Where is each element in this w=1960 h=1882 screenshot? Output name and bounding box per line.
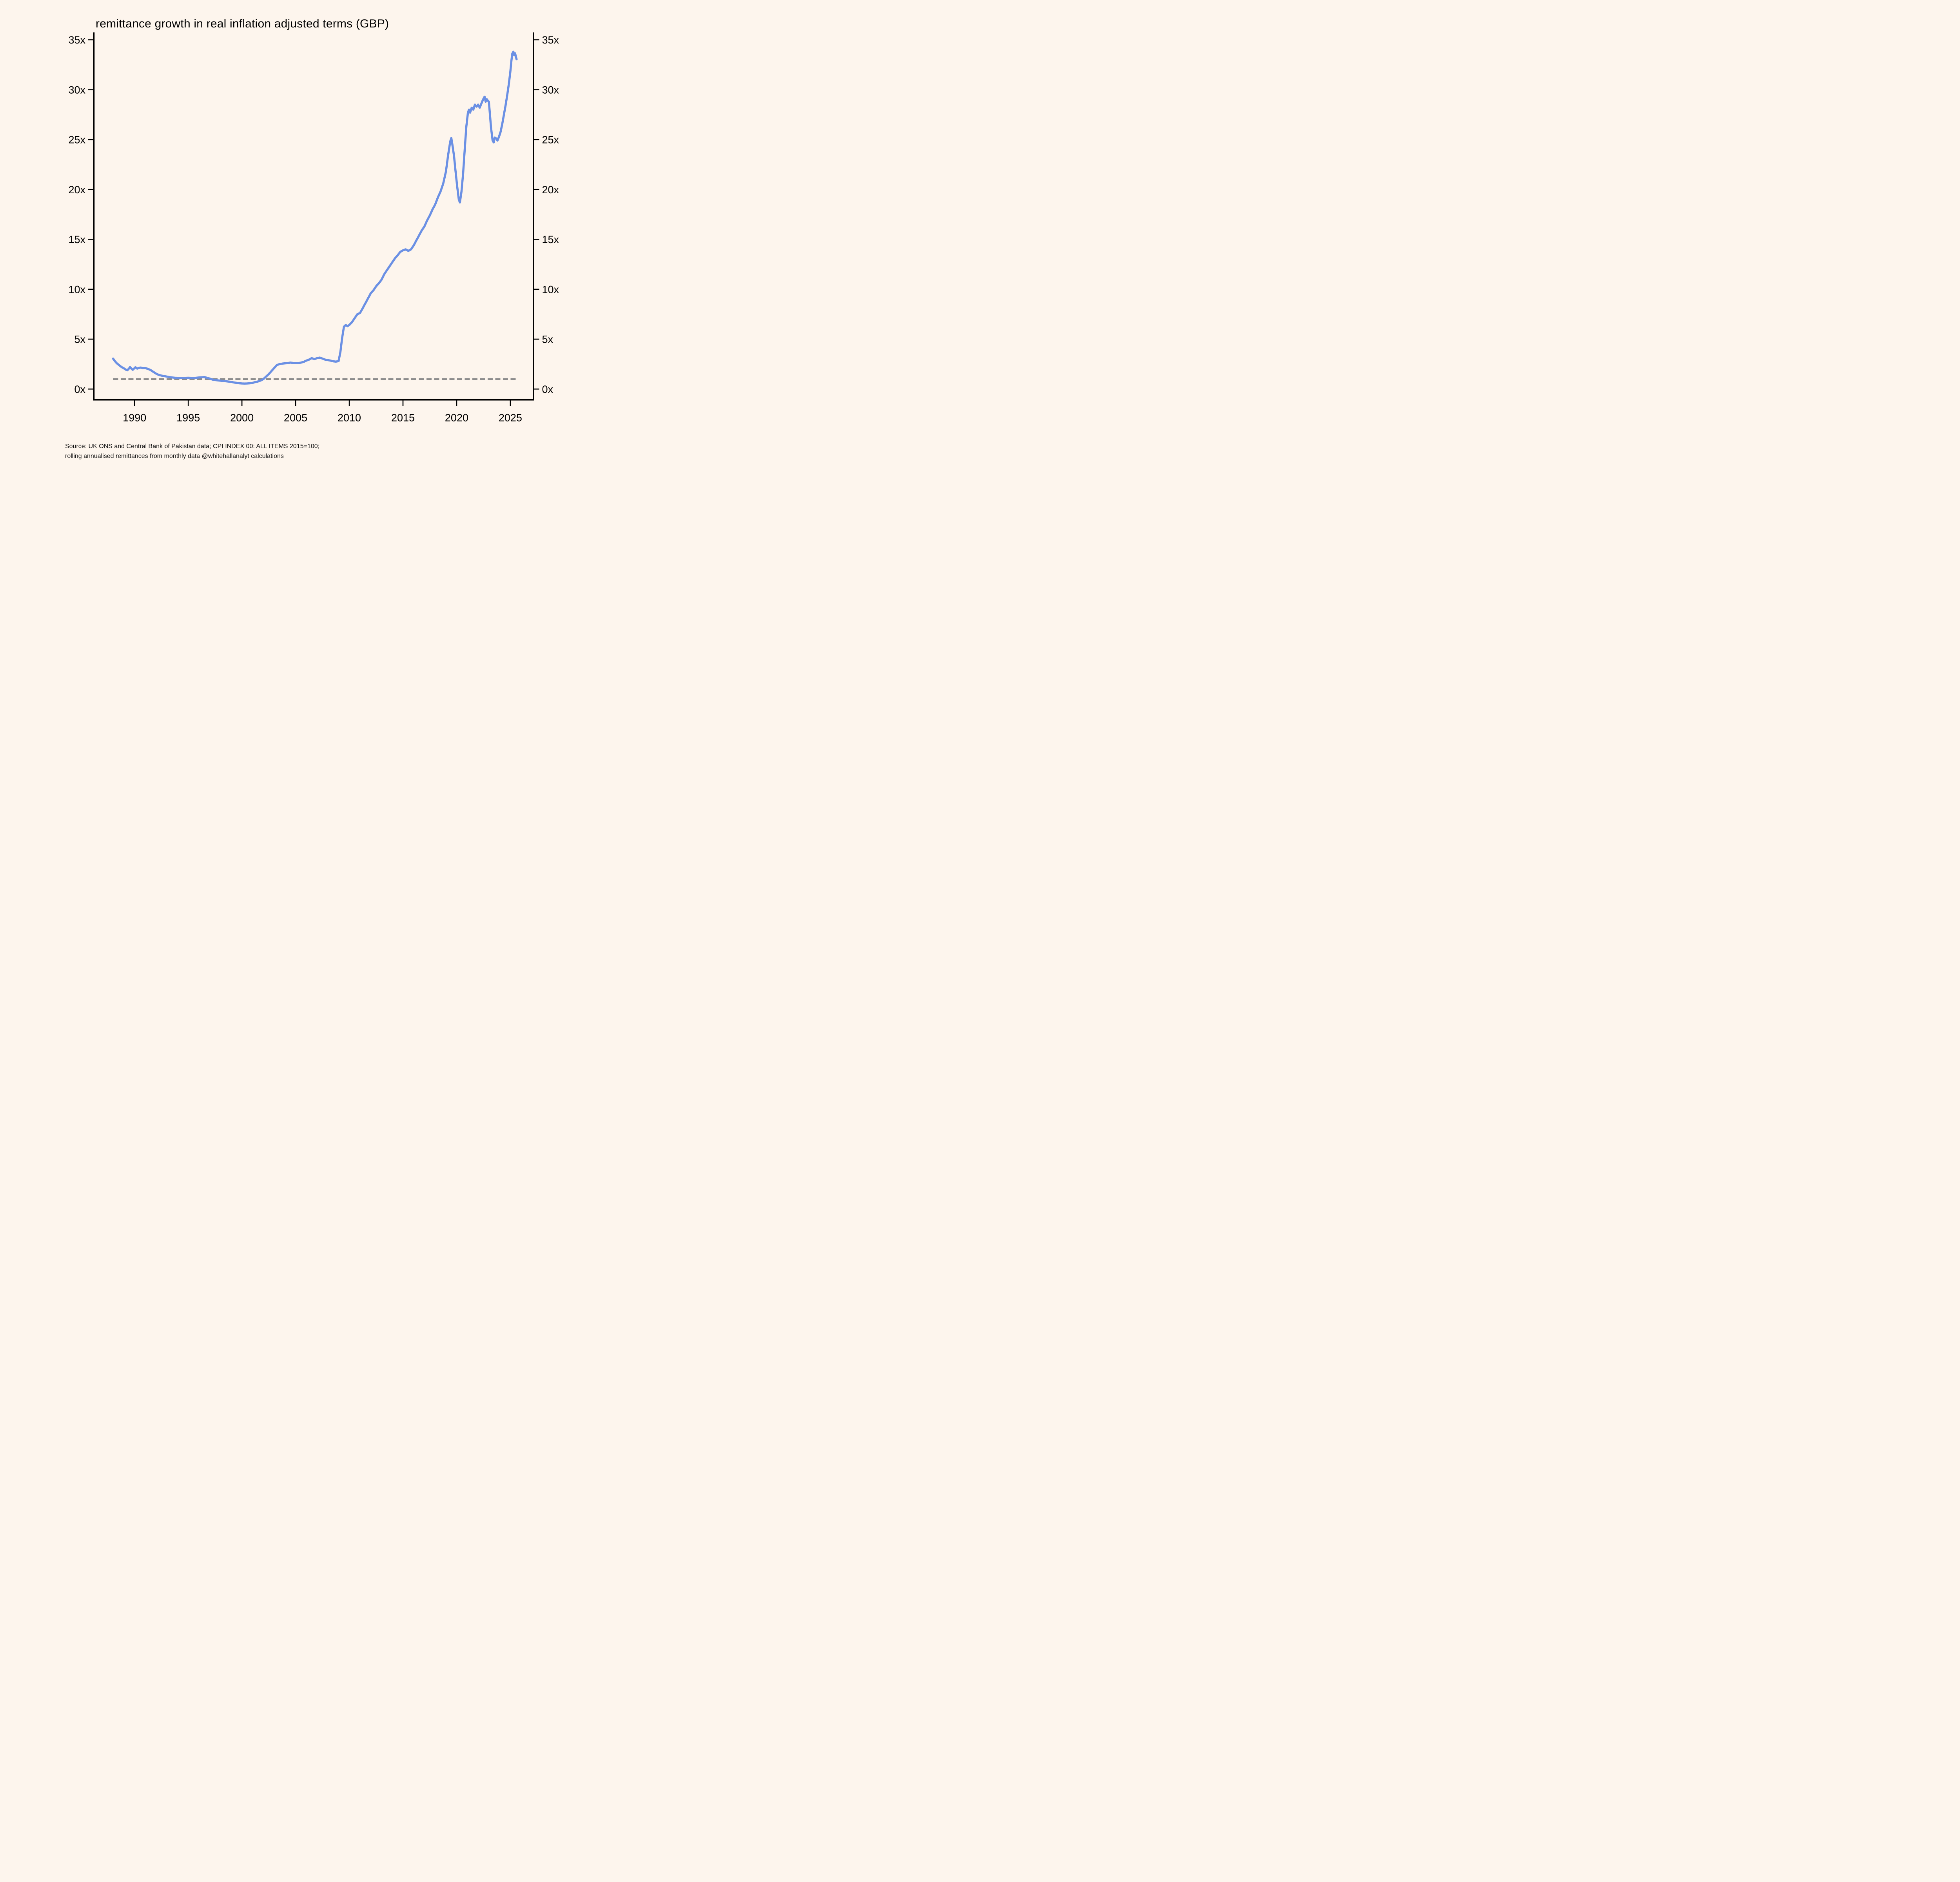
y-axis-tick-label-right: 30x bbox=[542, 84, 559, 96]
chart-canvas: 0x 0x 5x 5x 10x 10x 15x 15x 20x 20x 25x 25x 30x 30x 35… bbox=[68, 32, 559, 424]
source-note-line1: Source: UK ONS and Central Bank of Pakis… bbox=[65, 443, 320, 450]
source-note-line2: rolling annualised remittances from mont… bbox=[65, 453, 284, 460]
y-axis-tick-label-right: 35x bbox=[542, 34, 559, 46]
y-axis-tick-label-right: 5x bbox=[542, 334, 554, 345]
y-axis-tick-label-right: 20x bbox=[542, 184, 559, 196]
y-axis-tick-label-left: 0x bbox=[74, 383, 85, 395]
y-axis-tick-label-left: 30x bbox=[68, 84, 85, 96]
x-axis-tick-label: 2005 bbox=[284, 412, 307, 424]
remittance-growth-line bbox=[112, 51, 518, 385]
y-axis-tick-label-left: 5x bbox=[74, 334, 85, 345]
x-axis-tick-label: 2020 bbox=[445, 412, 468, 424]
y-axis-tick-label-left: 20x bbox=[68, 184, 85, 196]
chart-page: 0x 0x 5x 5x 10x 10x 15x 15x 20x 20x 25x 25x 30x 30x 35… bbox=[0, 0, 627, 470]
x-axis-tick-label: 2000 bbox=[230, 412, 254, 424]
x-axis-tick-label: 1990 bbox=[123, 412, 146, 424]
x-axis-tick-label: 2010 bbox=[338, 412, 361, 424]
y-axis-tick-label-right: 0x bbox=[542, 383, 554, 395]
source-note: Source: UK ONS and Central Bank of Pakis… bbox=[65, 441, 319, 461]
y-axis-tick-label-left: 10x bbox=[68, 283, 85, 295]
y-axis-tick-label-left: 25x bbox=[68, 134, 85, 146]
x-axis-tick-label: 1995 bbox=[176, 412, 200, 424]
y-axis-tick-label-right: 15x bbox=[542, 234, 559, 245]
x-axis-tick-label: 2015 bbox=[391, 412, 415, 424]
y-axis-tick-label-right: 25x bbox=[542, 134, 559, 146]
chart-title: remittance growth in real inflation adju… bbox=[96, 17, 389, 30]
y-axis-tick-label-right: 10x bbox=[542, 283, 559, 295]
y-axis-tick-label-left: 15x bbox=[68, 234, 85, 245]
y-axis-tick-label-left: 35x bbox=[68, 34, 85, 46]
x-axis-tick-label: 2025 bbox=[499, 412, 522, 424]
